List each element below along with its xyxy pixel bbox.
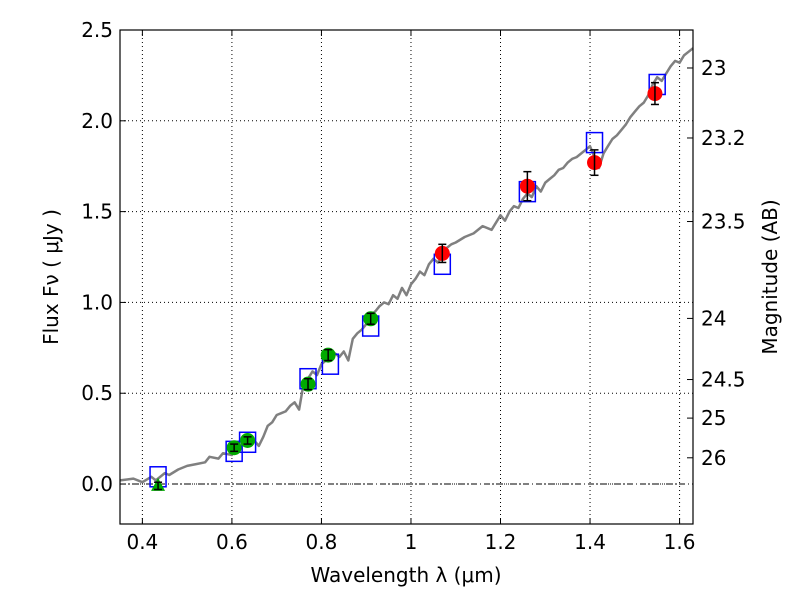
x-tick-labels: 0.4 0.6 0.8 1 1.2 1.4 1.6 bbox=[126, 530, 695, 554]
y2-tick-label: 24 bbox=[701, 306, 726, 330]
x-tick-label: 1.4 bbox=[574, 530, 606, 554]
y2-tick-labels: 23 23.2 23.5 24 24.5 25 26 bbox=[701, 56, 746, 470]
y2-axis-title: Magnitude (AB) bbox=[758, 199, 782, 354]
y-tick-label: 0.0 bbox=[81, 472, 113, 496]
x-tick-label: 1.6 bbox=[664, 530, 696, 554]
x-tick-label: 0.8 bbox=[306, 530, 338, 554]
plot-background bbox=[120, 30, 693, 524]
x-tick-label: 1.2 bbox=[485, 530, 517, 554]
x-tick-label: 0.4 bbox=[126, 530, 158, 554]
axis-ticks bbox=[120, 29, 693, 524]
markers bbox=[149, 73, 666, 491]
y2-tick-label: 25 bbox=[701, 406, 726, 430]
y2-tick-label: 23.5 bbox=[701, 210, 746, 234]
x-axis-title: Wavelength λ (μm) bbox=[310, 563, 501, 587]
y2-tick-label: 23 bbox=[701, 56, 726, 80]
y2-tick-label: 24.5 bbox=[701, 368, 746, 392]
plot-frame bbox=[119, 29, 694, 525]
y-tick-label: 2.5 bbox=[81, 18, 113, 42]
y-tick-label: 1.5 bbox=[81, 200, 113, 224]
y-tick-labels: 0.0 0.5 1.0 1.5 2.0 2.5 bbox=[81, 18, 113, 496]
y-tick-label: 0.5 bbox=[81, 381, 113, 405]
x-tick-label: 0.6 bbox=[216, 530, 248, 554]
y-tick-label: 1.0 bbox=[81, 290, 113, 314]
y2-tick-label: 26 bbox=[701, 446, 726, 470]
y-axis-title: Flux Fν ( μJy ) bbox=[39, 209, 63, 345]
x-tick-label: 1 bbox=[405, 530, 418, 554]
y2-tick-label: 23.2 bbox=[701, 126, 746, 150]
model-square-marker bbox=[238, 431, 257, 454]
y-tick-label: 2.0 bbox=[81, 109, 113, 133]
